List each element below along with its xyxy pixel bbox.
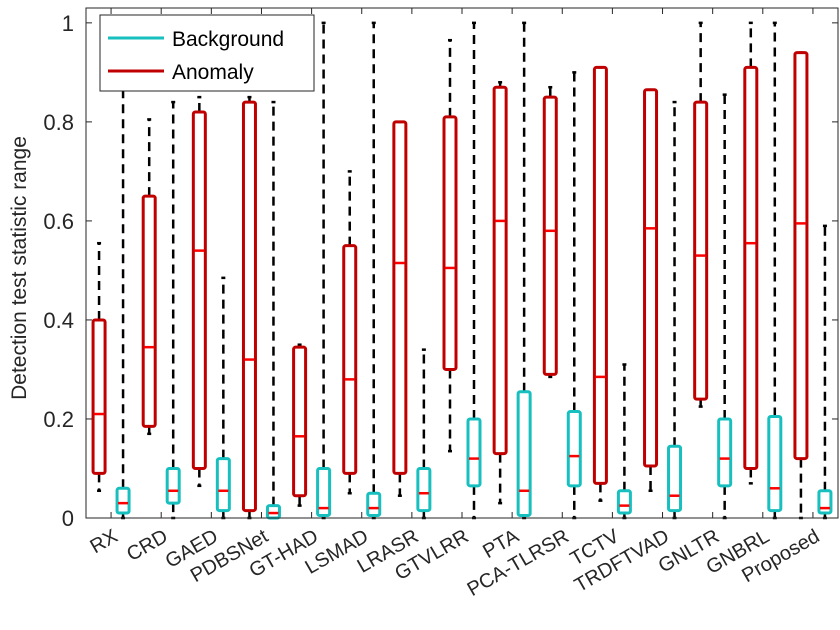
anomaly-rx-box [91, 318, 107, 475]
legend-box [99, 14, 315, 92]
background-pca-tlrsr-box [566, 410, 582, 488]
y-tick-label: 0.8 [43, 110, 74, 135]
anomaly-gnltr-box [693, 100, 709, 401]
y-axis-title: Detection test statistic range [8, 136, 31, 400]
plot-area [91, 21, 833, 520]
background-proposed-box [817, 489, 833, 515]
y-tick-label: 0 [62, 506, 74, 531]
background-rx-box [115, 486, 131, 515]
legend: Background Anomaly [99, 14, 315, 92]
background-gnltr-box [717, 417, 733, 488]
background-gnbrl-box [767, 414, 783, 513]
anomaly-gt-had-box [292, 345, 308, 498]
y-axis: 0 0.2 0.4 0.6 0.8 1 [43, 7, 839, 531]
y-tick-label: 1 [62, 11, 74, 36]
anomaly-gtvlrr-box [442, 115, 458, 371]
background-trdftvad-box [667, 444, 683, 513]
y-tick-label: 0.2 [43, 407, 74, 432]
background-tctv-box [616, 489, 632, 515]
background-gtvlrr-box [466, 417, 482, 488]
anomaly-lsmad-box [342, 244, 358, 475]
legend-label-anomaly: Anomaly [172, 61, 254, 84]
anomaly-gnbrl-box [743, 65, 759, 470]
background-gt-had-box [316, 466, 332, 518]
anomaly-crd-box [141, 194, 157, 428]
anomaly-lrasr-box [392, 120, 408, 475]
anomaly-pca-tlrsr-box [542, 95, 558, 376]
anomaly-proposed-box [793, 51, 809, 461]
legend-label-background: Background [172, 28, 284, 51]
background-gaed-box [215, 457, 231, 513]
background-lrasr-box [416, 466, 432, 513]
background-pta-box [516, 390, 532, 518]
background-lsmad-box [366, 491, 382, 518]
anomaly-trdftvad-box [643, 88, 659, 468]
x-tick-label: RX [86, 525, 121, 558]
y-tick-label: 0.6 [43, 209, 74, 234]
y-tick-label: 0.4 [43, 308, 74, 333]
background-crd-box [165, 466, 181, 505]
anomaly-gaed-box [191, 110, 207, 470]
anomaly-tctv-box [592, 65, 608, 485]
anomaly-pta-box [492, 85, 508, 456]
anomaly-pdbsnet-box [241, 100, 257, 513]
